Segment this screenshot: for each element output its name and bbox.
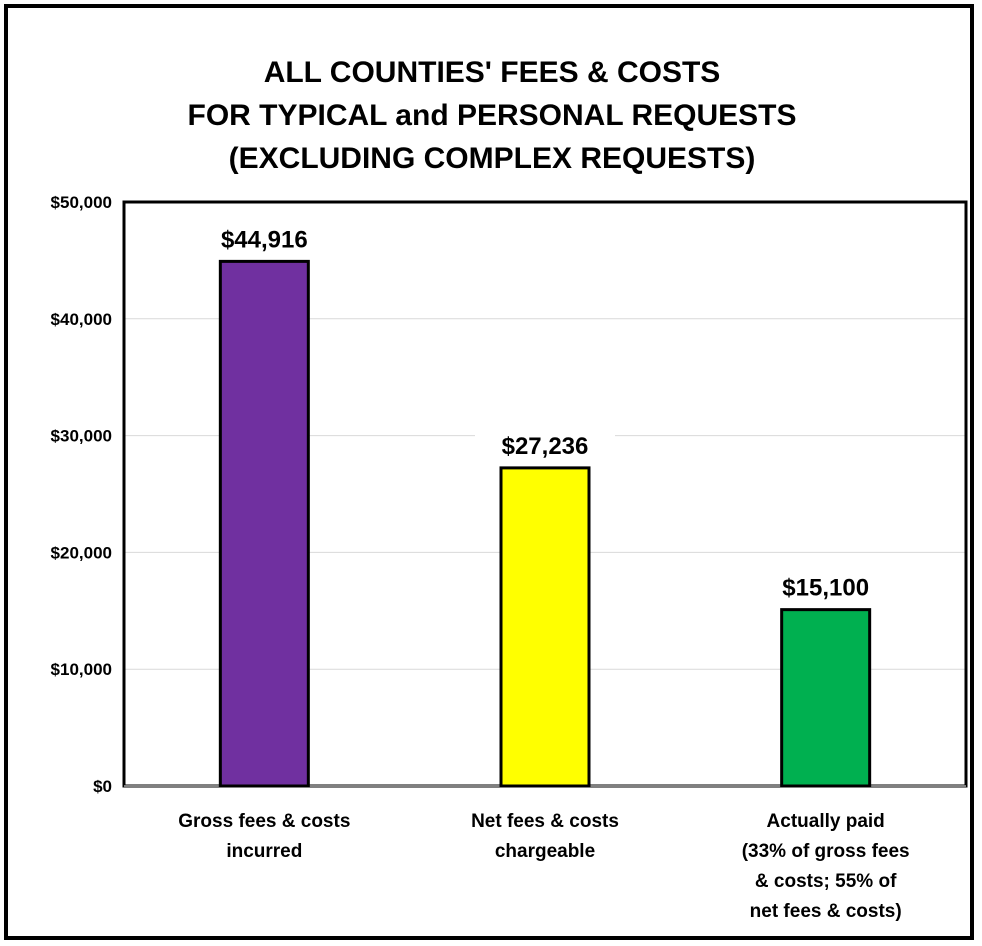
y-tick-label: $50,000 [51,193,112,212]
y-tick-label: $30,000 [51,427,112,446]
category-label-line: & costs; 55% of [755,871,897,892]
data-label-background [475,427,615,462]
data-label-background [194,221,335,256]
y-tick-label: $20,000 [51,543,112,562]
data-label-background [755,569,896,604]
chart-title-line: FOR TYPICAL and PERSONAL REQUESTS [188,99,797,132]
category-label-line: Actually paid [767,811,885,832]
category-label-line: Gross fees & costs [178,811,350,832]
y-tick-label: $0 [93,777,112,796]
data-label: $15,100 [782,575,869,602]
bar [780,608,872,788]
chart-frame [4,4,974,940]
chart-title-line: (EXCLUDING COMPLEX REQUESTS) [229,142,756,175]
bar [499,466,591,788]
y-tick-label: $40,000 [51,310,112,329]
data-label: $27,236 [502,433,589,460]
y-tick-label: $10,000 [51,660,112,679]
category-label-line: incurred [226,841,302,862]
category-label-line: net fees & costs) [750,901,902,922]
category-label-line: (33% of gross fees [742,841,910,862]
category-label-line: chargeable [495,841,595,862]
chart-title-line: ALL COUNTIES' FEES & COSTS [264,56,721,89]
data-label: $44,916 [221,226,308,253]
category-label-line: Net fees & costs [471,811,619,832]
bar [218,259,310,788]
